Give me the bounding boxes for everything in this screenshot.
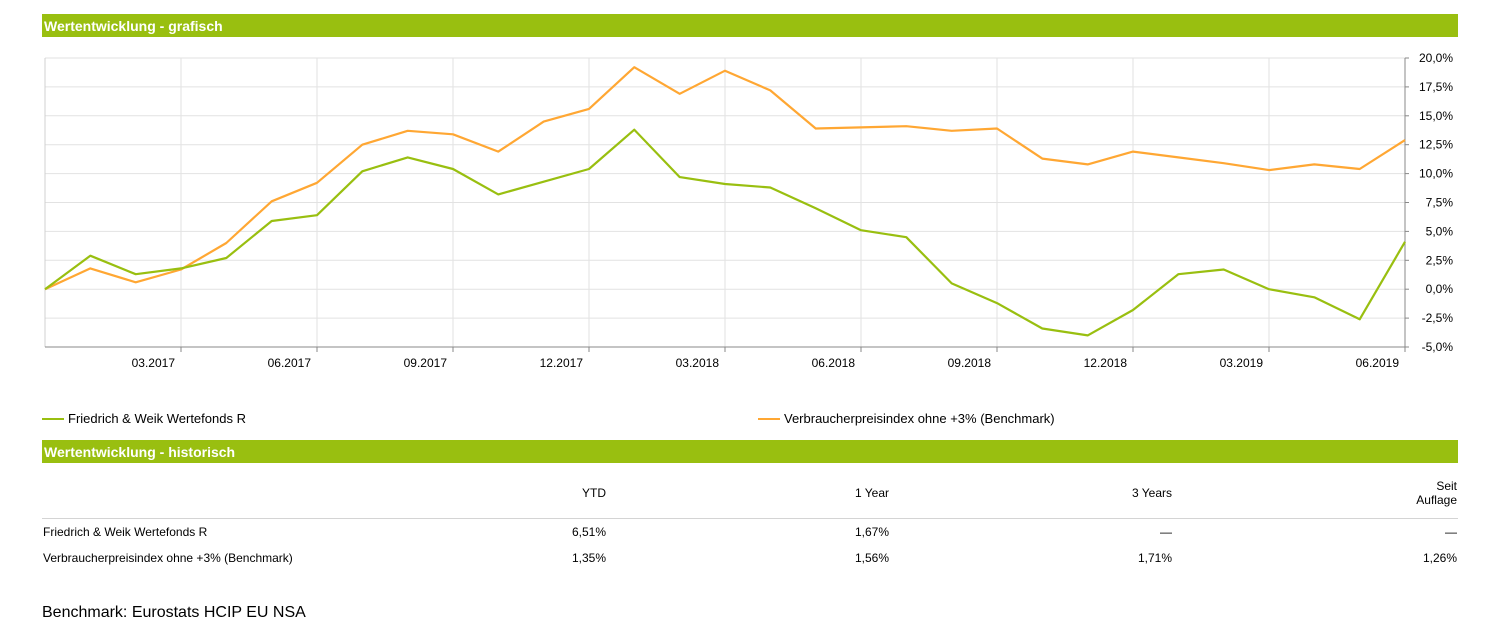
y-tick-label: 10,0% bbox=[1419, 167, 1453, 181]
y-tick-label: 5,0% bbox=[1426, 224, 1454, 238]
row-name: Verbraucherpreisindex ohne +3% (Benchmar… bbox=[43, 551, 293, 565]
y-tick-label: 0,0% bbox=[1426, 282, 1454, 296]
x-tick-label: 06.2019 bbox=[1356, 356, 1400, 370]
header-name bbox=[42, 468, 322, 519]
row-3-years: — bbox=[1160, 525, 1172, 539]
row-name: Friedrich & Weik Wertefonds R bbox=[43, 525, 208, 539]
series-line-benchmark bbox=[44, 66, 1406, 291]
chart-section-header: Wertentwicklung - grafisch bbox=[42, 14, 1458, 37]
legend-label-benchmark: Verbraucherpreisindex ohne +3% (Benchmar… bbox=[784, 411, 1055, 426]
x-tick-label: 12.2017 bbox=[540, 356, 584, 370]
history-section-header: Wertentwicklung - historisch bbox=[42, 440, 1458, 463]
y-tick-label: -2,5% bbox=[1422, 311, 1454, 325]
y-tick-label: -5,0% bbox=[1422, 340, 1454, 354]
row-1-year: 1,67% bbox=[854, 525, 889, 539]
y-axis-ticks: 20,0% 17,5% 15,0% 12,5% 10,0% 7,5% 5,0% 2,5% 0,0… bbox=[1419, 51, 1453, 354]
y-tick-label: 15,0% bbox=[1419, 109, 1453, 123]
legend-item-benchmark[interactable]: Verbraucherpreisindex ohne +3% (Benchmar… bbox=[758, 411, 1055, 426]
y-tick-label: 12,5% bbox=[1419, 138, 1453, 152]
table-row: Verbraucherpreisindex ohne +3% (Benchmar… bbox=[42, 545, 1458, 571]
row-1-year: 1,56% bbox=[854, 551, 889, 565]
legend-swatch-fund bbox=[42, 417, 64, 420]
x-tick-label: 06.2017 bbox=[268, 356, 312, 370]
legend-label-fund: Friedrich & Weik Wertefonds R bbox=[68, 411, 246, 426]
x-tick-label: 03.2017 bbox=[132, 356, 176, 370]
y-tick-label: 20,0% bbox=[1419, 51, 1453, 65]
x-tick-label: 12.2018 bbox=[1084, 356, 1128, 370]
series-line-fund bbox=[44, 128, 1406, 337]
legend-swatch-benchmark bbox=[758, 417, 780, 420]
x-tick-label: 03.2018 bbox=[676, 356, 720, 370]
header-1-year: 1 Year bbox=[607, 468, 890, 519]
table-row: Friedrich & Weik Wertefonds R 6,51% 1,67… bbox=[42, 519, 1458, 546]
header-ytd: YTD bbox=[322, 468, 607, 519]
y-tick-label: 17,5% bbox=[1419, 80, 1453, 94]
benchmark-footnote: Benchmark: Eurostats HCIP EU NSA bbox=[42, 604, 306, 621]
x-axis-ticks: 03.2017 06.2017 09.2017 12.2017 03.2018 06.20… bbox=[132, 356, 1400, 370]
header-seit-auflage: Seit Auflage bbox=[1173, 468, 1458, 519]
y-tick-label: 2,5% bbox=[1426, 253, 1454, 267]
x-tick-label: 03.2019 bbox=[1220, 356, 1264, 370]
row-seit-auflage: — bbox=[1445, 525, 1457, 539]
x-tick-label: 06.2018 bbox=[812, 356, 856, 370]
legend-item-fund[interactable]: Friedrich & Weik Wertefonds R bbox=[42, 411, 246, 426]
y-tick-label: 7,5% bbox=[1426, 196, 1454, 210]
table-header-row: YTD 1 Year 3 Years Seit Auflage bbox=[42, 468, 1458, 519]
row-3-years: 1,71% bbox=[1137, 551, 1172, 565]
chart-axes bbox=[44, 57, 1409, 352]
row-ytd: 1,35% bbox=[571, 551, 606, 565]
x-tick-label: 09.2017 bbox=[404, 356, 448, 370]
row-ytd: 6,51% bbox=[571, 525, 606, 539]
header-3-years: 3 Years bbox=[890, 468, 1173, 519]
performance-history-table: YTD 1 Year 3 Years Seit Auflage Friedrich… bbox=[42, 468, 1458, 571]
row-seit-auflage: 1,26% bbox=[1422, 551, 1457, 565]
chart-grid bbox=[45, 57, 1406, 348]
performance-line-chart: 20,0% 17,5% 15,0% 12,5% 10,0% 7,5% 5,0% 2,5% 0,0… bbox=[44, 51, 1453, 370]
chart-series bbox=[44, 66, 1406, 337]
x-tick-label: 09.2018 bbox=[948, 356, 992, 370]
